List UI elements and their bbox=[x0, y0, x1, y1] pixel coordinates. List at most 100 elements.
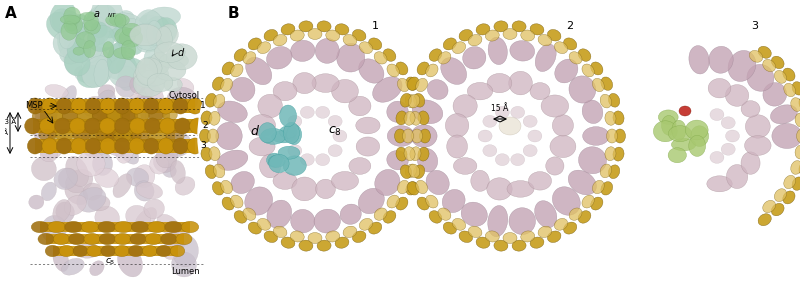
Ellipse shape bbox=[145, 19, 170, 38]
Ellipse shape bbox=[468, 226, 482, 237]
Ellipse shape bbox=[411, 129, 422, 143]
Ellipse shape bbox=[406, 77, 418, 90]
Ellipse shape bbox=[114, 98, 130, 114]
Ellipse shape bbox=[173, 138, 188, 154]
Ellipse shape bbox=[328, 145, 342, 157]
Ellipse shape bbox=[459, 30, 473, 41]
Ellipse shape bbox=[84, 12, 98, 31]
Ellipse shape bbox=[331, 172, 358, 190]
Ellipse shape bbox=[207, 129, 218, 143]
Ellipse shape bbox=[32, 110, 48, 122]
Ellipse shape bbox=[123, 129, 142, 141]
Ellipse shape bbox=[503, 233, 517, 243]
Ellipse shape bbox=[358, 188, 384, 214]
Ellipse shape bbox=[418, 111, 429, 125]
Ellipse shape bbox=[483, 115, 497, 127]
Ellipse shape bbox=[784, 83, 795, 97]
Ellipse shape bbox=[170, 245, 185, 257]
Ellipse shape bbox=[249, 114, 275, 136]
Ellipse shape bbox=[77, 187, 106, 212]
Ellipse shape bbox=[214, 94, 225, 108]
Ellipse shape bbox=[710, 108, 724, 121]
Ellipse shape bbox=[71, 98, 86, 114]
Ellipse shape bbox=[77, 110, 93, 122]
Ellipse shape bbox=[114, 138, 130, 154]
Ellipse shape bbox=[273, 82, 297, 101]
Ellipse shape bbox=[59, 85, 77, 112]
Ellipse shape bbox=[396, 197, 408, 210]
Ellipse shape bbox=[53, 247, 69, 272]
Text: 3: 3 bbox=[200, 141, 206, 151]
Ellipse shape bbox=[590, 197, 603, 210]
Ellipse shape bbox=[326, 231, 340, 242]
Ellipse shape bbox=[27, 98, 42, 114]
Ellipse shape bbox=[488, 206, 508, 237]
Ellipse shape bbox=[283, 122, 299, 143]
Ellipse shape bbox=[134, 70, 165, 97]
Ellipse shape bbox=[93, 152, 113, 176]
Ellipse shape bbox=[762, 59, 775, 72]
Ellipse shape bbox=[149, 27, 170, 49]
Text: 13 Å: 13 Å bbox=[0, 119, 16, 125]
Ellipse shape bbox=[62, 258, 84, 275]
Text: Cytosol: Cytosol bbox=[169, 91, 200, 101]
Ellipse shape bbox=[66, 169, 93, 193]
Ellipse shape bbox=[530, 237, 544, 248]
Text: $c_8$: $c_8$ bbox=[105, 257, 115, 267]
Ellipse shape bbox=[222, 62, 234, 75]
Ellipse shape bbox=[107, 110, 123, 122]
Ellipse shape bbox=[64, 30, 84, 60]
Ellipse shape bbox=[261, 128, 286, 144]
Ellipse shape bbox=[80, 12, 95, 20]
Ellipse shape bbox=[114, 130, 132, 142]
Ellipse shape bbox=[31, 157, 56, 181]
Ellipse shape bbox=[569, 76, 596, 103]
Ellipse shape bbox=[111, 125, 134, 148]
Ellipse shape bbox=[209, 111, 220, 125]
Ellipse shape bbox=[578, 49, 591, 61]
Ellipse shape bbox=[98, 85, 115, 99]
Ellipse shape bbox=[157, 214, 180, 236]
Ellipse shape bbox=[85, 29, 105, 62]
Ellipse shape bbox=[55, 129, 74, 141]
Ellipse shape bbox=[797, 129, 800, 143]
Ellipse shape bbox=[114, 245, 130, 257]
Ellipse shape bbox=[535, 44, 556, 72]
Ellipse shape bbox=[136, 58, 158, 85]
Ellipse shape bbox=[230, 77, 255, 102]
Ellipse shape bbox=[417, 62, 430, 75]
Ellipse shape bbox=[153, 18, 177, 45]
Ellipse shape bbox=[148, 130, 166, 142]
Ellipse shape bbox=[119, 28, 142, 47]
Ellipse shape bbox=[792, 82, 800, 95]
Ellipse shape bbox=[40, 118, 55, 134]
Ellipse shape bbox=[722, 143, 735, 155]
Ellipse shape bbox=[88, 195, 110, 211]
Ellipse shape bbox=[283, 156, 306, 175]
Ellipse shape bbox=[83, 33, 99, 48]
Ellipse shape bbox=[507, 181, 534, 197]
Ellipse shape bbox=[328, 115, 342, 127]
Text: MSP: MSP bbox=[25, 101, 42, 110]
Ellipse shape bbox=[668, 148, 686, 163]
Ellipse shape bbox=[133, 23, 162, 50]
Ellipse shape bbox=[248, 38, 262, 50]
Ellipse shape bbox=[31, 221, 49, 233]
Ellipse shape bbox=[774, 70, 786, 83]
Ellipse shape bbox=[383, 49, 396, 61]
Ellipse shape bbox=[138, 81, 155, 104]
Ellipse shape bbox=[442, 189, 465, 212]
Ellipse shape bbox=[722, 117, 735, 129]
Ellipse shape bbox=[593, 180, 604, 194]
Ellipse shape bbox=[410, 147, 421, 161]
Ellipse shape bbox=[283, 130, 297, 142]
Ellipse shape bbox=[668, 126, 692, 142]
Ellipse shape bbox=[512, 240, 526, 251]
Ellipse shape bbox=[216, 122, 242, 150]
Ellipse shape bbox=[148, 221, 166, 233]
Ellipse shape bbox=[97, 48, 118, 72]
Ellipse shape bbox=[406, 182, 418, 195]
Ellipse shape bbox=[46, 245, 60, 257]
Ellipse shape bbox=[503, 28, 517, 39]
Ellipse shape bbox=[114, 47, 135, 59]
